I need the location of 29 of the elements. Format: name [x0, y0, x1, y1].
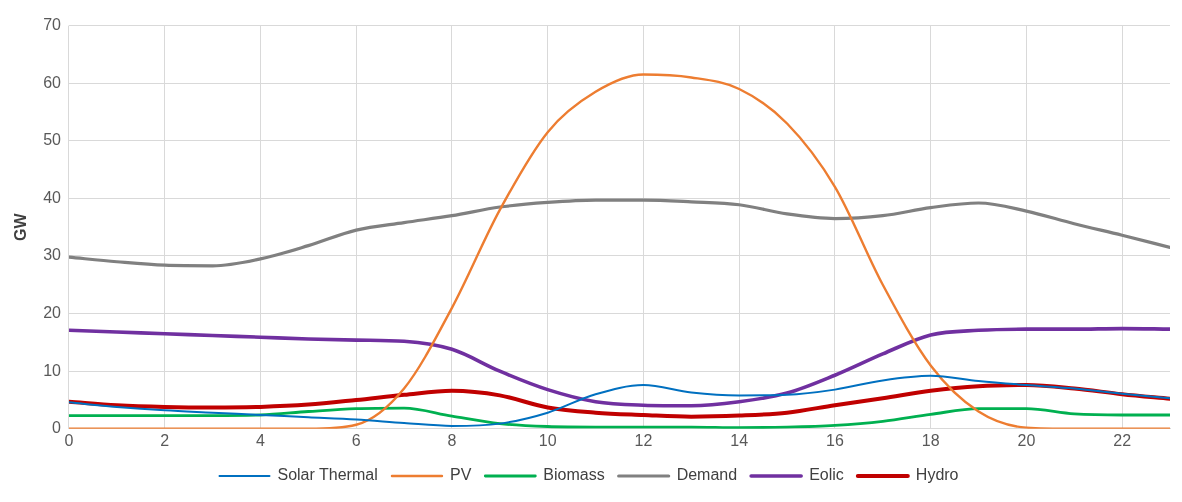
y-axis-title: GW	[12, 212, 30, 241]
x-tick-label: 20	[1017, 431, 1036, 449]
x-tick-label: 18	[921, 431, 940, 449]
y-tick-label: 20	[43, 304, 62, 322]
y-tick-label: 10	[43, 361, 62, 379]
y-tick-label: 30	[43, 246, 62, 264]
y-tick-label: 70	[43, 16, 62, 34]
y-tick-label: 0	[52, 419, 62, 437]
y-tick-label: 40	[43, 188, 62, 206]
x-tick-label: 0	[64, 431, 74, 449]
x-tick-label: 10	[538, 431, 557, 449]
x-tick-label: 16	[826, 431, 844, 449]
x-tick-label: 4	[256, 431, 266, 449]
x-tick-label: 12	[634, 431, 653, 449]
legend-label: Solar Thermal	[277, 466, 378, 484]
x-tick-label: 2	[160, 431, 170, 449]
y-tick-label: 50	[43, 131, 62, 149]
line-series	[69, 326, 1170, 408]
legend-label: Demand	[676, 466, 738, 484]
x-tick-label: 6	[351, 431, 361, 449]
legend-label: PV	[449, 466, 472, 484]
y-tick-label: 60	[43, 73, 62, 91]
x-tick-label: 8	[447, 431, 457, 449]
x-tick-label: 22	[1113, 431, 1132, 449]
legend-label: Eolic	[809, 466, 844, 484]
x-tick-label: 14	[730, 431, 749, 449]
legend-label: Biomass	[543, 466, 605, 484]
line-series	[69, 198, 1170, 268]
legend-label: Hydro	[915, 466, 959, 484]
